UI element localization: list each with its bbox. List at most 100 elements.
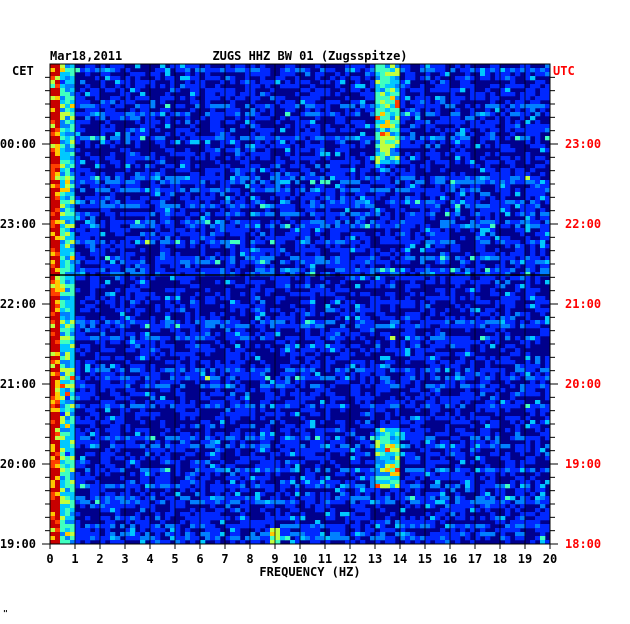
spectrogram-cell: [205, 92, 211, 97]
spectrogram-cell: [440, 220, 446, 225]
spectrogram-cell: [70, 252, 76, 257]
spectrogram-cell: [120, 80, 126, 85]
spectrogram-cell: [170, 80, 176, 85]
spectrogram-cell: [275, 284, 281, 289]
spectrogram-cell: [410, 328, 416, 333]
spectrogram-cell: [445, 240, 451, 245]
spectrogram-cell: [135, 296, 141, 301]
spectrogram-cell: [465, 384, 471, 389]
spectrogram-cell: [305, 328, 311, 333]
spectrogram-cell: [225, 292, 231, 297]
spectrogram-cell: [310, 368, 316, 373]
spectrogram-cell: [205, 260, 211, 265]
spectrogram-cell: [455, 180, 461, 185]
spectrogram-cell: [115, 336, 121, 341]
spectrogram-cell: [285, 152, 291, 157]
spectrogram-cell: [250, 112, 256, 117]
spectrogram-cell: [520, 128, 526, 133]
spectrogram-cell: [280, 180, 286, 185]
spectrogram-cell: [80, 176, 86, 181]
spectrogram-cell: [265, 212, 271, 217]
spectrogram-cell: [115, 308, 121, 313]
spectrogram-cell: [360, 316, 366, 321]
spectrogram-cell: [135, 340, 141, 345]
spectrogram-cell: [115, 180, 121, 185]
spectrogram-cell: [365, 272, 371, 277]
spectrogram-cell: [305, 196, 311, 201]
spectrogram-cell: [55, 208, 61, 213]
spectrogram-cell: [150, 72, 156, 77]
spectrogram-cell: [70, 368, 76, 373]
spectrogram-cell: [325, 288, 331, 293]
spectrogram-cell: [525, 336, 531, 341]
spectrogram-cell: [190, 92, 196, 97]
spectrogram-cell: [145, 156, 151, 161]
spectrogram-cell: [290, 204, 296, 209]
spectrogram-cell: [325, 92, 331, 97]
spectrogram-cell: [365, 212, 371, 217]
spectrogram-cell: [75, 236, 81, 241]
spectrogram-cell: [370, 364, 376, 369]
spectrogram-cell: [145, 344, 151, 349]
spectrogram-cell: [65, 356, 71, 361]
spectrogram-cell: [55, 200, 61, 205]
spectrogram-cell: [450, 128, 456, 133]
spectrogram-cell: [400, 272, 406, 277]
spectrogram-cell: [95, 196, 101, 201]
spectrogram-cell: [410, 132, 416, 137]
spectrogram-cell: [75, 168, 81, 173]
spectrogram-cell: [350, 200, 356, 205]
spectrogram-cell: [470, 88, 476, 93]
spectrogram-cell: [530, 108, 536, 113]
spectrogram-cell: [420, 76, 426, 81]
spectrogram-cell: [185, 272, 191, 277]
spectrogram-cell: [435, 288, 441, 293]
spectrogram-cell: [380, 324, 386, 329]
spectrogram-cell: [65, 104, 71, 109]
spectrogram-cell: [90, 272, 96, 277]
spectrogram-cell: [70, 132, 76, 137]
spectrogram-cell: [475, 260, 481, 265]
spectrogram-cell: [435, 384, 441, 389]
spectrogram-cell: [325, 332, 331, 337]
spectrogram-cell: [255, 368, 261, 373]
spectrogram-cell: [360, 276, 366, 281]
spectrogram-cell: [290, 268, 296, 273]
spectrogram-cell: [195, 220, 201, 225]
spectrogram-cell: [360, 304, 366, 309]
spectrogram-cell: [300, 252, 306, 257]
spectrogram-cell: [160, 344, 166, 349]
spectrogram-cell: [250, 64, 256, 69]
spectrogram-cell: [280, 84, 286, 89]
spectrogram-cell: [540, 212, 546, 217]
spectrogram-cell: [390, 172, 396, 177]
spectrogram-cell: [260, 280, 266, 285]
spectrogram-cell: [160, 160, 166, 165]
spectrogram-cell: [110, 108, 116, 113]
spectrogram-cell: [190, 336, 196, 341]
spectrogram-cell: [310, 120, 316, 125]
spectrogram-cell: [165, 388, 171, 393]
spectrogram-cell: [160, 84, 166, 89]
spectrogram-cell: [50, 176, 56, 181]
spectrogram-cell: [430, 192, 436, 197]
spectrogram-cell: [295, 132, 301, 137]
spectrogram-cell: [70, 312, 76, 317]
spectrogram-cell: [390, 324, 396, 329]
spectrogram-cell: [445, 324, 451, 329]
spectrogram-cell: [415, 348, 421, 353]
spectrogram-cell: [150, 384, 156, 389]
spectrogram-cell: [280, 212, 286, 217]
spectrogram-cell: [165, 104, 171, 109]
spectrogram-cell: [415, 152, 421, 157]
spectrogram-cell: [300, 260, 306, 265]
spectrogram-cell: [210, 240, 216, 245]
spectrogram-cell: [375, 144, 381, 149]
spectrogram-cell: [55, 124, 61, 129]
spectrogram-cell: [290, 368, 296, 373]
spectrogram-cell: [70, 248, 76, 253]
spectrogram-cell: [475, 216, 481, 221]
spectrogram-cell: [350, 292, 356, 297]
spectrogram-cell: [490, 288, 496, 293]
spectrogram-cell: [65, 204, 71, 209]
